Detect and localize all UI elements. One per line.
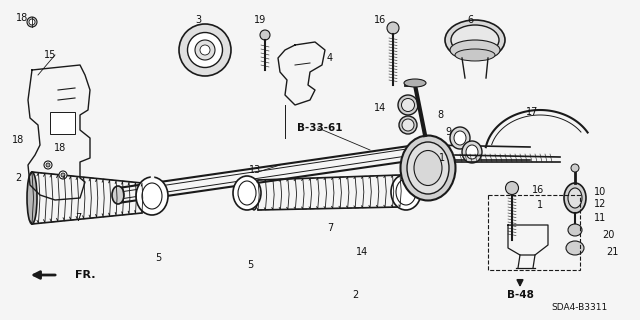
Text: 16: 16 xyxy=(374,15,386,25)
Text: B-33-61: B-33-61 xyxy=(297,123,343,133)
Text: 16: 16 xyxy=(532,185,544,195)
Ellipse shape xyxy=(568,224,582,236)
Text: 18: 18 xyxy=(16,13,28,23)
Ellipse shape xyxy=(59,171,67,179)
Ellipse shape xyxy=(455,49,495,61)
Ellipse shape xyxy=(27,17,37,27)
Ellipse shape xyxy=(450,127,470,149)
Text: 8: 8 xyxy=(437,110,443,120)
Ellipse shape xyxy=(571,164,579,172)
Ellipse shape xyxy=(29,19,35,25)
Ellipse shape xyxy=(27,172,37,224)
Ellipse shape xyxy=(44,161,52,169)
Text: FR.: FR. xyxy=(75,270,95,280)
Text: 20: 20 xyxy=(602,230,614,240)
Text: 1: 1 xyxy=(537,200,543,210)
Ellipse shape xyxy=(233,176,261,210)
Ellipse shape xyxy=(200,45,210,55)
Ellipse shape xyxy=(142,183,162,209)
Ellipse shape xyxy=(462,141,482,163)
Text: 10: 10 xyxy=(594,187,606,197)
Ellipse shape xyxy=(188,33,223,68)
Text: 19: 19 xyxy=(254,15,266,25)
Ellipse shape xyxy=(451,25,499,55)
Text: 14: 14 xyxy=(374,103,386,113)
Ellipse shape xyxy=(387,22,399,34)
Ellipse shape xyxy=(46,163,50,167)
Ellipse shape xyxy=(399,116,417,134)
Ellipse shape xyxy=(564,183,586,213)
Ellipse shape xyxy=(136,177,168,215)
Ellipse shape xyxy=(404,79,426,87)
Ellipse shape xyxy=(400,175,408,207)
Ellipse shape xyxy=(506,181,518,195)
Ellipse shape xyxy=(401,135,456,201)
Ellipse shape xyxy=(250,180,258,210)
Ellipse shape xyxy=(450,40,500,60)
Text: 2: 2 xyxy=(15,173,21,183)
Ellipse shape xyxy=(112,186,124,204)
Ellipse shape xyxy=(566,241,584,255)
Text: 5: 5 xyxy=(247,260,253,270)
Ellipse shape xyxy=(401,99,415,111)
Bar xyxy=(488,195,580,270)
Ellipse shape xyxy=(414,150,442,186)
Ellipse shape xyxy=(396,179,416,205)
Text: 9: 9 xyxy=(445,127,451,137)
Text: 7: 7 xyxy=(75,213,81,223)
FancyBboxPatch shape xyxy=(50,112,75,134)
Text: 21: 21 xyxy=(606,247,618,257)
Ellipse shape xyxy=(179,24,231,76)
Text: 18: 18 xyxy=(54,143,66,153)
Ellipse shape xyxy=(454,131,466,145)
Ellipse shape xyxy=(568,188,582,208)
Ellipse shape xyxy=(143,183,151,213)
Text: 3: 3 xyxy=(195,15,201,25)
Ellipse shape xyxy=(402,119,414,131)
Text: 11: 11 xyxy=(594,213,606,223)
Text: 7: 7 xyxy=(327,223,333,233)
Text: 18: 18 xyxy=(12,135,24,145)
Text: 14: 14 xyxy=(356,247,368,257)
Text: 1: 1 xyxy=(439,153,445,163)
Text: B-48: B-48 xyxy=(507,290,533,300)
Ellipse shape xyxy=(238,181,256,205)
Text: 5: 5 xyxy=(155,253,161,263)
Ellipse shape xyxy=(195,40,215,60)
Text: 12: 12 xyxy=(594,199,606,209)
Text: 15: 15 xyxy=(44,50,56,60)
Ellipse shape xyxy=(391,174,421,210)
Text: 6: 6 xyxy=(467,15,473,25)
Ellipse shape xyxy=(260,30,270,40)
Text: 13: 13 xyxy=(249,165,261,175)
Text: 2: 2 xyxy=(352,290,358,300)
Ellipse shape xyxy=(445,20,505,60)
Text: SDA4-B3311: SDA4-B3311 xyxy=(552,303,608,313)
Ellipse shape xyxy=(407,142,449,194)
Text: 4: 4 xyxy=(327,53,333,63)
Text: 17: 17 xyxy=(526,107,538,117)
Ellipse shape xyxy=(61,173,65,177)
Ellipse shape xyxy=(398,95,418,115)
Ellipse shape xyxy=(466,145,478,159)
